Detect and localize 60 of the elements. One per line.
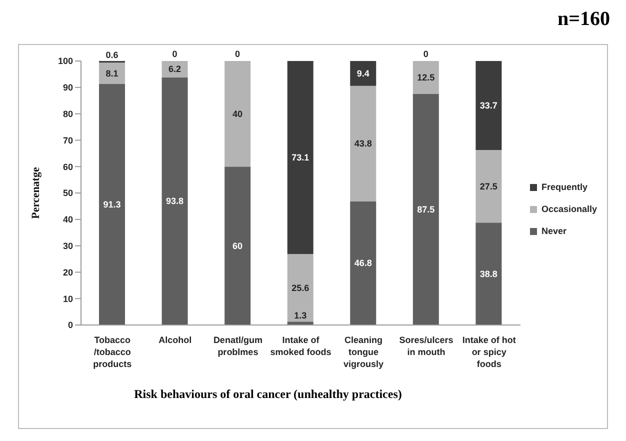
data-label: 0 — [235, 49, 240, 59]
data-label: 73.1 — [292, 152, 310, 162]
legend-label: Occasionally — [540, 204, 597, 214]
bar — [99, 62, 125, 84]
data-label: 33.7 — [480, 100, 498, 110]
y-tick-label: 0 — [68, 320, 73, 330]
bar — [350, 201, 376, 325]
data-label: 38.8 — [480, 268, 498, 279]
bar — [412, 61, 439, 94]
x-tick-label: Intake of smoked foods — [270, 335, 332, 357]
x-tick-label: Sores/ulcers in mouth — [399, 335, 454, 357]
bar — [476, 61, 502, 150]
data-label: 9.4 — [356, 68, 370, 78]
data-label: 0 — [172, 49, 178, 59]
bar — [476, 222, 502, 325]
bar — [350, 86, 376, 202]
data-label: 40 — [232, 108, 243, 119]
data-label: 1.3 — [294, 310, 307, 321]
bar — [412, 94, 439, 325]
y-tick-label: 10 — [62, 294, 73, 304]
bar — [224, 61, 251, 167]
bar — [476, 150, 502, 223]
bar — [287, 254, 314, 322]
y-tick-label: 70 — [62, 135, 73, 146]
x-axis-title: Risk behaviours of oral cancer (unhealthy practices) — [133, 387, 403, 402]
bar — [99, 84, 125, 325]
y-tick-label: 50 — [62, 188, 73, 198]
data-label: 0.6 — [106, 50, 118, 60]
data-label: 25.6 — [292, 282, 310, 293]
bar — [162, 77, 188, 325]
data-label: 91.3 — [103, 199, 121, 210]
y-tick-label: 30 — [62, 240, 73, 251]
text: n=160 — [557, 8, 610, 31]
data-label: 12.5 — [417, 72, 435, 82]
data-label: 6.2 — [168, 64, 182, 74]
y-tick-label: 60 — [62, 162, 73, 172]
y-tick-label: 80 — [62, 108, 73, 119]
y-tick-label: 100 — [58, 56, 73, 66]
y-tick-label: 20 — [62, 267, 73, 278]
data-label: 8.1 — [106, 68, 118, 78]
bar — [350, 61, 376, 86]
y-axis-title: Percenatge — [30, 167, 42, 219]
data-label: 27.5 — [480, 181, 498, 192]
x-tick-label: Intake of hot or spicy foods — [462, 335, 516, 369]
data-label: 93.8 — [166, 196, 184, 206]
x-tick-label: Cleaning tongue vigrously — [344, 335, 384, 369]
data-label: 43.8 — [354, 138, 372, 149]
legend-label: Frequently — [540, 182, 588, 192]
y-tick-label: 40 — [62, 214, 73, 225]
x-tick-label: Alcohol — [158, 335, 192, 345]
bar — [287, 61, 314, 254]
bar — [224, 166, 251, 325]
y-tick-label: 90 — [62, 82, 73, 93]
legend-label: Never — [540, 226, 568, 236]
data-label: 87.5 — [417, 204, 435, 214]
data-label: 60 — [232, 240, 243, 251]
data-label: 0 — [423, 49, 428, 59]
x-tick-label: Tobacco /tobacco products — [93, 335, 132, 369]
x-tick-label: Denatl/gum problmes — [213, 335, 262, 357]
data-label: 46.8 — [354, 258, 372, 268]
